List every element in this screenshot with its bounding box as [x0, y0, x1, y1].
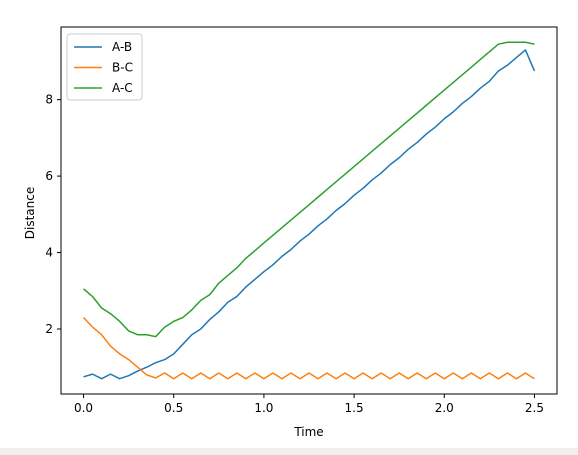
legend-box — [66, 33, 143, 101]
series-lines — [83, 41, 536, 380]
y-tick-label: 4 — [45, 246, 53, 260]
legend-label-a-c: A-C — [112, 81, 133, 95]
window-bottom-strip — [0, 448, 578, 455]
y-tick-label: 8 — [45, 93, 53, 107]
x-tick-label: 2.5 — [525, 401, 544, 415]
x-tick-label: 0.0 — [74, 401, 93, 415]
y-axis-ticks: 2 4 6 8 — [45, 93, 61, 336]
legend: A-B B-C A-C — [66, 33, 143, 101]
x-tick-label: 1.5 — [345, 401, 364, 415]
y-tick-label: 2 — [45, 322, 53, 336]
x-tick-label: 2.0 — [435, 401, 454, 415]
legend-label-a-b: A-B — [112, 40, 132, 54]
y-axis-label: Distance — [23, 187, 37, 239]
x-tick-label: 1.0 — [254, 401, 273, 415]
plot-frame — [60, 26, 558, 395]
series-line-a-b — [83, 49, 536, 380]
x-axis-ticks: 0.0 0.5 1.0 1.5 2.0 2.5 — [74, 394, 544, 415]
plot-area — [61, 27, 557, 394]
y-tick-label: 6 — [45, 169, 53, 183]
legend-label-b-c: B-C — [112, 61, 133, 75]
x-axis-label: Time — [293, 425, 323, 439]
series-line-b-c — [83, 317, 535, 380]
x-tick-label: 0.5 — [164, 401, 183, 415]
series-line-a-c — [83, 41, 535, 338]
